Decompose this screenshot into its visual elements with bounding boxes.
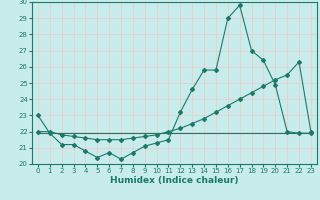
X-axis label: Humidex (Indice chaleur): Humidex (Indice chaleur) (110, 176, 239, 185)
